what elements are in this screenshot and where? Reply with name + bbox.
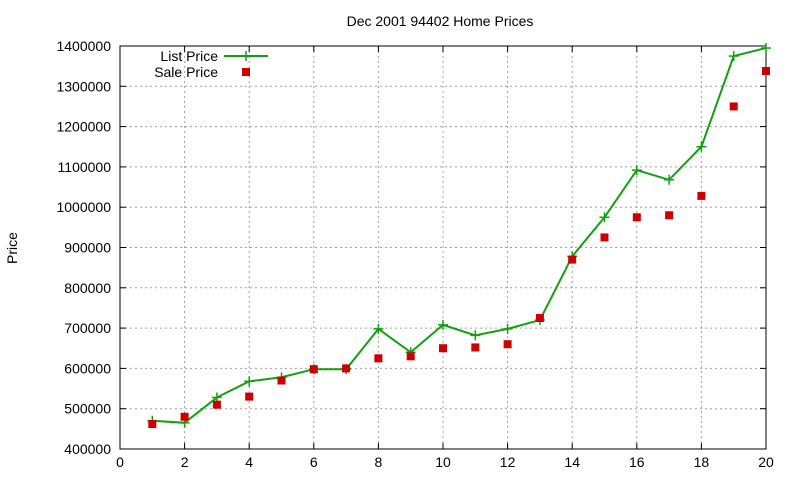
data-point	[503, 340, 512, 349]
legend-marker	[241, 51, 251, 61]
y-tick-label: 1300000	[56, 78, 111, 94]
x-tick-label: 20	[758, 454, 774, 470]
y-axis: 400000 500000 600000 700000 800000 900000 1000…	[56, 38, 111, 457]
data-point	[180, 412, 189, 421]
data-point	[535, 314, 544, 323]
y-tick-label: 700000	[64, 320, 111, 336]
y-axis-label: Price	[4, 232, 20, 264]
x-tick-label: 14	[564, 454, 580, 470]
legend-label: Sale Price	[154, 64, 218, 80]
x-tick-label: 0	[116, 454, 124, 470]
data-point	[342, 364, 351, 373]
data-point	[665, 211, 674, 220]
series-line	[152, 47, 767, 424]
x-tick-label: 2	[181, 454, 189, 470]
x-tick-label: 8	[375, 454, 383, 470]
y-tick-label: 1000000	[56, 199, 111, 215]
x-tick-label: 10	[435, 454, 451, 470]
data-point	[697, 191, 706, 200]
y-tick-label: 500000	[64, 401, 111, 417]
data-point	[438, 319, 448, 330]
data-point	[373, 323, 384, 334]
data-point	[374, 354, 383, 363]
x-tick-label: 18	[694, 454, 710, 470]
y-tick-label: 1400000	[56, 38, 111, 54]
data-point	[729, 102, 738, 111]
x-tick-label: 6	[310, 454, 318, 470]
chart-title: Dec 2001 94402 Home Prices	[347, 13, 534, 29]
y-tick-label: 600000	[64, 360, 111, 376]
legend-label: List Price	[160, 48, 218, 64]
legend-entry: List Price	[160, 48, 268, 64]
x-tick-label: 16	[629, 454, 645, 470]
data-point	[664, 174, 675, 185]
data-point	[470, 330, 481, 341]
data-point	[148, 420, 157, 429]
data-point	[309, 365, 318, 374]
data-point	[406, 352, 415, 361]
data-point	[277, 376, 286, 385]
data-point	[631, 165, 642, 176]
x-tick-label: 4	[245, 454, 253, 470]
data-point	[599, 212, 610, 223]
series	[147, 43, 771, 429]
series-0	[147, 43, 771, 428]
data-point	[632, 213, 641, 222]
series-1	[148, 66, 770, 429]
x-axis: 0 2 4 6 8 10 12 14 16 18 20	[116, 454, 774, 470]
data-point	[245, 392, 254, 401]
x-tick-label: 12	[500, 454, 516, 470]
y-tick-label: 1200000	[56, 119, 111, 135]
y-tick-label: 900000	[64, 240, 111, 256]
data-point	[728, 51, 739, 62]
data-point	[471, 343, 480, 352]
data-point	[696, 141, 707, 152]
data-point	[212, 400, 221, 409]
legend-entry: Sale Price	[154, 64, 250, 80]
data-point	[600, 233, 609, 242]
data-point	[244, 376, 255, 387]
legend-marker	[242, 68, 250, 76]
y-tick-label: 1100000	[58, 159, 112, 175]
data-point	[502, 323, 513, 334]
data-point	[439, 344, 447, 353]
data-point	[761, 43, 771, 54]
y-tick-label: 800000	[64, 280, 111, 296]
y-tick-label: 400000	[64, 441, 111, 457]
data-point	[762, 66, 770, 75]
grid	[120, 46, 766, 449]
data-point	[568, 255, 577, 264]
axis-ticks	[119, 45, 767, 450]
